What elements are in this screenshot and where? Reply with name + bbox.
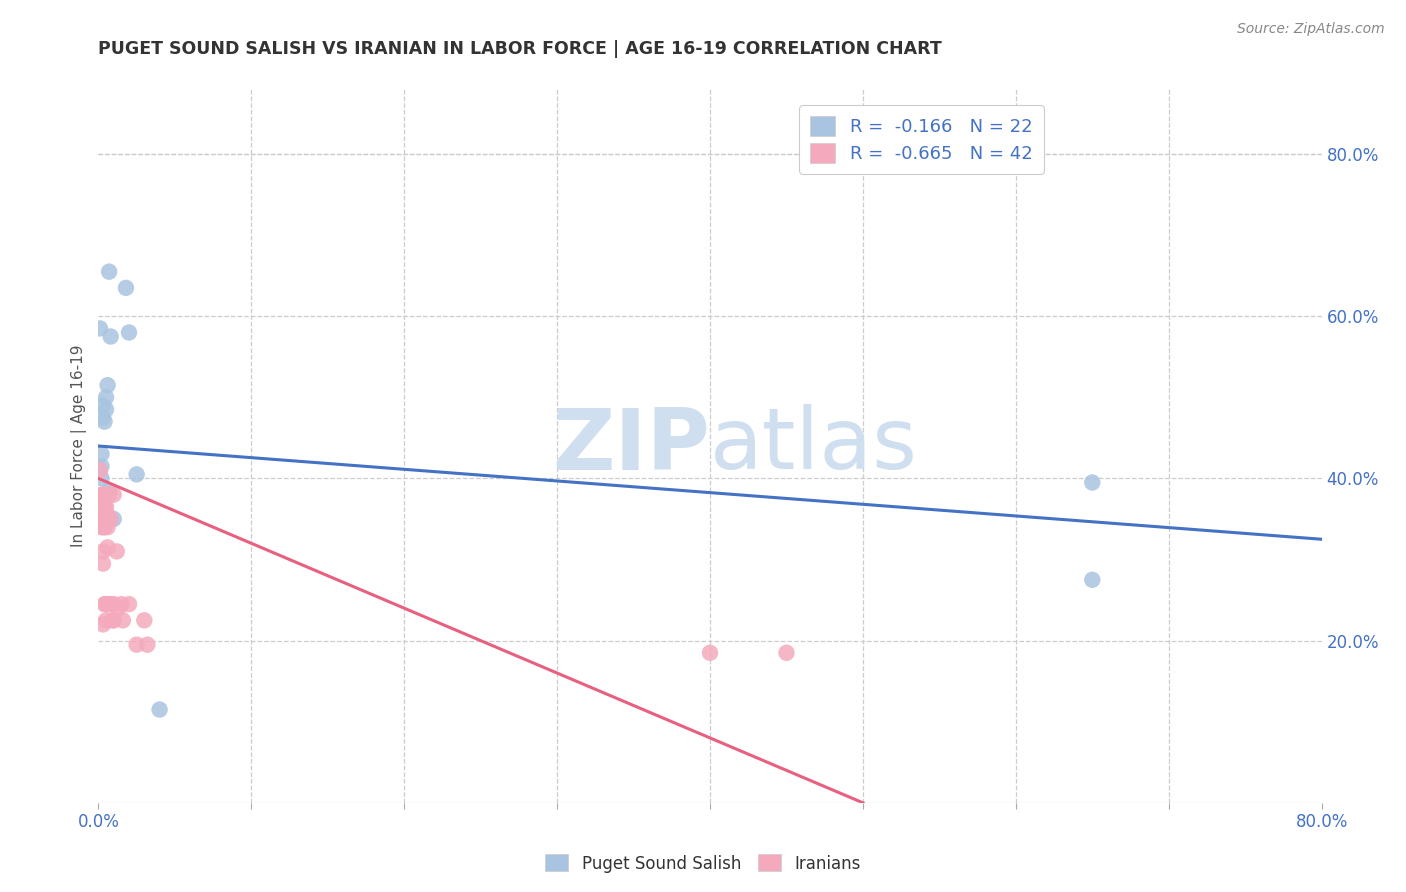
- Point: [125, 638, 148, 652]
- Point: [93, 508, 115, 522]
- Point: [94, 390, 117, 404]
- Legend: R =  -0.166   N = 22, R =  -0.665   N = 42: R = -0.166 N = 22, R = -0.665 N = 42: [800, 105, 1043, 174]
- Point: [97, 541, 120, 555]
- Point: [90, 447, 112, 461]
- Point: [100, 597, 122, 611]
- Point: [91, 399, 114, 413]
- Point: [118, 326, 141, 340]
- Point: [115, 281, 138, 295]
- Point: [94, 512, 117, 526]
- Point: [107, 601, 129, 615]
- Point: [91, 557, 114, 571]
- Point: [699, 646, 721, 660]
- Point: [93, 520, 115, 534]
- Point: [94, 402, 117, 417]
- Point: [134, 613, 156, 627]
- Point: [97, 597, 120, 611]
- Point: [118, 597, 141, 611]
- Point: [100, 329, 122, 343]
- Point: [103, 597, 125, 611]
- Point: [90, 471, 112, 485]
- Point: [91, 617, 114, 632]
- Point: [1081, 475, 1104, 490]
- Point: [103, 512, 125, 526]
- Y-axis label: In Labor Force | Age 16-19: In Labor Force | Age 16-19: [72, 344, 87, 548]
- Point: [98, 265, 121, 279]
- Point: [125, 467, 148, 482]
- Point: [93, 597, 115, 611]
- Point: [91, 488, 114, 502]
- Text: atlas: atlas: [710, 404, 918, 488]
- Point: [90, 500, 112, 514]
- Point: [111, 613, 134, 627]
- Point: [775, 646, 797, 660]
- Point: [90, 520, 112, 534]
- Point: [136, 638, 159, 652]
- Point: [97, 520, 120, 534]
- Legend: Puget Sound Salish, Iranians: Puget Sound Salish, Iranians: [538, 847, 868, 880]
- Point: [91, 500, 114, 514]
- Point: [93, 488, 115, 502]
- Point: [101, 613, 124, 627]
- Text: ZIP: ZIP: [553, 404, 710, 488]
- Point: [91, 512, 114, 526]
- Point: [93, 415, 115, 429]
- Point: [93, 500, 115, 514]
- Point: [91, 410, 114, 425]
- Point: [89, 321, 111, 335]
- Point: [89, 463, 111, 477]
- Point: [93, 512, 115, 526]
- Point: [98, 488, 121, 502]
- Text: Source: ZipAtlas.com: Source: ZipAtlas.com: [1237, 22, 1385, 37]
- Point: [90, 459, 112, 474]
- Point: [1081, 573, 1104, 587]
- Point: [94, 597, 117, 611]
- Point: [91, 520, 114, 534]
- Point: [149, 702, 172, 716]
- Point: [105, 544, 128, 558]
- Text: PUGET SOUND SALISH VS IRANIAN IN LABOR FORCE | AGE 16-19 CORRELATION CHART: PUGET SOUND SALISH VS IRANIAN IN LABOR F…: [98, 40, 942, 58]
- Point: [97, 378, 120, 392]
- Point: [91, 544, 114, 558]
- Point: [97, 508, 120, 522]
- Point: [90, 488, 112, 502]
- Point: [98, 483, 121, 498]
- Point: [100, 512, 122, 526]
- Point: [93, 520, 115, 534]
- Point: [103, 488, 125, 502]
- Point: [90, 508, 112, 522]
- Point: [94, 613, 117, 627]
- Point: [110, 597, 132, 611]
- Point: [103, 613, 125, 627]
- Point: [94, 500, 117, 514]
